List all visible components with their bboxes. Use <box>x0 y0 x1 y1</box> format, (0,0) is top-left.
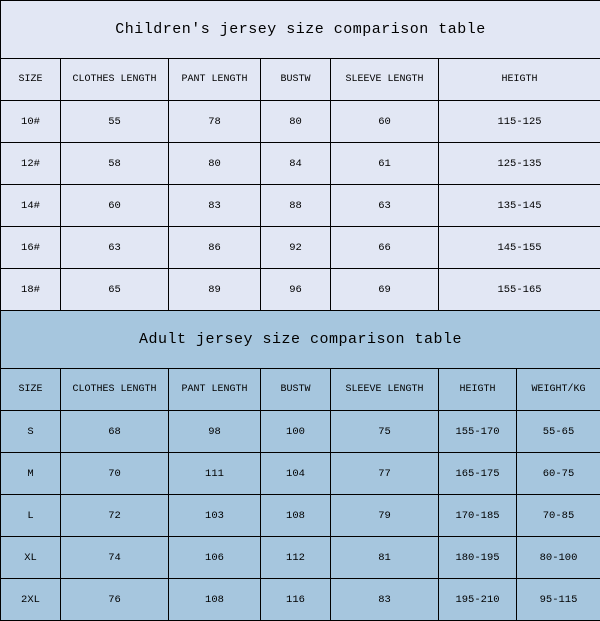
cell: 65 <box>61 269 169 311</box>
table-row: 18# 65 89 96 69 155-165 <box>1 269 600 311</box>
col-height: HEIGTH <box>439 59 600 101</box>
col-size: SIZE <box>1 369 61 411</box>
col-bust: BUSTW <box>261 59 331 101</box>
cell: M <box>1 453 61 495</box>
table-row: S 68 98 100 75 155-170 55-65 <box>1 411 600 453</box>
cell: 115-125 <box>439 101 600 143</box>
cell: 12# <box>1 143 61 185</box>
cell: 69 <box>331 269 439 311</box>
cell: 103 <box>169 495 261 537</box>
cell: 55-65 <box>517 411 600 453</box>
cell: 74 <box>61 537 169 579</box>
cell: 170-185 <box>439 495 517 537</box>
adult-title: Adult jersey size comparison table <box>1 311 600 369</box>
cell: 55 <box>61 101 169 143</box>
children-size-table: Children's jersey size comparison table … <box>0 0 600 621</box>
table-row: 12# 58 80 84 61 125-135 <box>1 143 600 185</box>
cell: 18# <box>1 269 61 311</box>
cell: 84 <box>261 143 331 185</box>
cell: 78 <box>169 101 261 143</box>
cell: 89 <box>169 269 261 311</box>
cell: S <box>1 411 61 453</box>
cell: 155-165 <box>439 269 600 311</box>
cell: 16# <box>1 227 61 269</box>
table-row: 10# 55 78 80 60 115-125 <box>1 101 600 143</box>
size-chart-container: Children's jersey size comparison table … <box>0 0 600 621</box>
cell: 61 <box>331 143 439 185</box>
cell: 63 <box>331 185 439 227</box>
cell: 80 <box>169 143 261 185</box>
table-row: 14# 60 83 88 63 135-145 <box>1 185 600 227</box>
cell: 80-100 <box>517 537 600 579</box>
cell: 60 <box>331 101 439 143</box>
cell: 100 <box>261 411 331 453</box>
col-size: SIZE <box>1 59 61 101</box>
cell: 98 <box>169 411 261 453</box>
col-height: HEIGTH <box>439 369 517 411</box>
cell: 66 <box>331 227 439 269</box>
cell: 92 <box>261 227 331 269</box>
cell: 112 <box>261 537 331 579</box>
cell: 10# <box>1 101 61 143</box>
col-sleeve-length: SLEEVE LENGTH <box>331 59 439 101</box>
cell: 58 <box>61 143 169 185</box>
adult-header-row: SIZE CLOTHES LENGTH PANT LENGTH BUSTW SL… <box>1 369 600 411</box>
table-row: 16# 63 86 92 66 145-155 <box>1 227 600 269</box>
cell: 81 <box>331 537 439 579</box>
col-weight: WEIGHT/KG <box>517 369 600 411</box>
cell: 106 <box>169 537 261 579</box>
cell: 96 <box>261 269 331 311</box>
col-pant-length: PANT LENGTH <box>169 369 261 411</box>
cell: 14# <box>1 185 61 227</box>
col-sleeve-length: SLEEVE LENGTH <box>331 369 439 411</box>
cell: 70-85 <box>517 495 600 537</box>
table-row: L 72 103 108 79 170-185 70-85 <box>1 495 600 537</box>
cell: 135-145 <box>439 185 600 227</box>
children-title: Children's jersey size comparison table <box>1 1 600 59</box>
cell: 63 <box>61 227 169 269</box>
cell: 77 <box>331 453 439 495</box>
cell: 83 <box>169 185 261 227</box>
col-bust: BUSTW <box>261 369 331 411</box>
col-clothes-length: CLOTHES LENGTH <box>61 59 169 101</box>
cell: 68 <box>61 411 169 453</box>
cell: 72 <box>61 495 169 537</box>
cell: 125-135 <box>439 143 600 185</box>
cell: 155-170 <box>439 411 517 453</box>
cell: 104 <box>261 453 331 495</box>
adult-title-row: Adult jersey size comparison table <box>1 311 600 369</box>
cell: 79 <box>331 495 439 537</box>
cell: 88 <box>261 185 331 227</box>
table-row: XL 74 106 112 81 180-195 80-100 <box>1 537 600 579</box>
cell: 180-195 <box>439 537 517 579</box>
cell: L <box>1 495 61 537</box>
cell: 80 <box>261 101 331 143</box>
cell: 60 <box>61 185 169 227</box>
cell: 145-155 <box>439 227 600 269</box>
cell: 165-175 <box>439 453 517 495</box>
cell: 86 <box>169 227 261 269</box>
col-clothes-length: CLOTHES LENGTH <box>61 369 169 411</box>
cell: 108 <box>261 495 331 537</box>
children-title-row: Children's jersey size comparison table <box>1 1 600 59</box>
children-header-row: SIZE CLOTHES LENGTH PANT LENGTH BUSTW SL… <box>1 59 600 101</box>
cell: 60-75 <box>517 453 600 495</box>
cell: 111 <box>169 453 261 495</box>
col-pant-length: PANT LENGTH <box>169 59 261 101</box>
table-row: M 70 111 104 77 165-175 60-75 <box>1 453 600 495</box>
cell: XL <box>1 537 61 579</box>
cell: 75 <box>331 411 439 453</box>
cell: 70 <box>61 453 169 495</box>
